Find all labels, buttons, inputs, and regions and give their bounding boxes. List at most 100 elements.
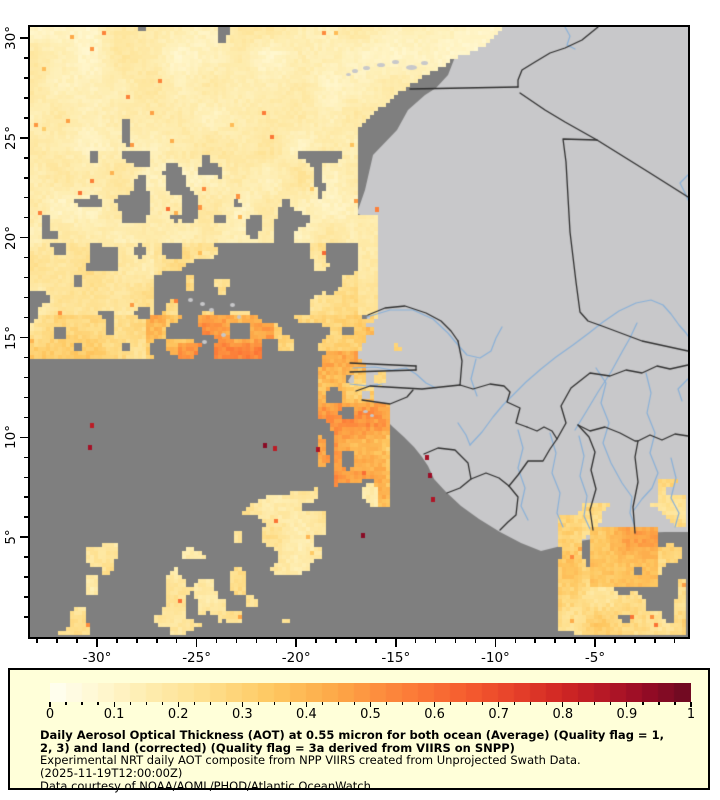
colorbar-tick xyxy=(65,702,67,705)
colorbar-tick xyxy=(369,702,372,707)
colorbar-tick xyxy=(610,702,612,705)
x-tick xyxy=(614,639,616,643)
y-tick xyxy=(24,416,28,419)
x-tick xyxy=(56,639,58,643)
y-tick xyxy=(20,37,28,39)
colorbar-tick-label: 0.8 xyxy=(552,707,574,722)
colorbar-tick xyxy=(161,702,163,705)
colorbar-tick-label: 0.7 xyxy=(488,707,510,722)
colorbar-tick xyxy=(177,702,179,707)
colorbar-tick xyxy=(289,702,291,705)
colorbar-tick xyxy=(209,702,211,705)
y-tick xyxy=(24,77,28,79)
colorbar-tick xyxy=(562,702,564,707)
x-tick xyxy=(494,639,497,647)
colorbar-tick xyxy=(594,702,596,705)
y-tick-label: 15° xyxy=(3,325,19,350)
y-tick xyxy=(24,476,28,479)
x-tick xyxy=(255,639,258,643)
x-tick xyxy=(634,639,636,643)
x-tick xyxy=(136,639,138,643)
colorbar-tick-label: 0.5 xyxy=(360,707,381,722)
colorbar-tick xyxy=(450,702,452,705)
colorbar-tick-label: 1 xyxy=(686,707,696,722)
x-tick-label: -30° xyxy=(82,650,112,666)
y-tick xyxy=(20,236,28,239)
y-tick xyxy=(24,616,28,618)
x-tick-label: -10° xyxy=(480,650,510,666)
y-tick xyxy=(24,97,28,99)
colorbar-tick xyxy=(642,702,644,705)
x-tick xyxy=(534,639,536,643)
colorbar-tick xyxy=(337,702,340,705)
y-tick xyxy=(24,316,28,319)
x-tick xyxy=(554,639,556,643)
y-tick-label: 20° xyxy=(3,225,19,250)
x-tick xyxy=(654,639,656,643)
colorbar-tick xyxy=(626,702,628,707)
colorbar-tick xyxy=(514,702,516,705)
x-tick xyxy=(335,639,337,643)
colorbar-tick-label: 0.3 xyxy=(231,707,253,722)
colorbar-tick xyxy=(257,702,259,705)
y-tick xyxy=(24,356,28,359)
aot-map-canvas xyxy=(30,27,688,637)
x-tick-label: -5° xyxy=(584,650,606,666)
x-tick xyxy=(434,639,437,643)
colorbar-tick xyxy=(401,702,404,705)
colorbar-tick xyxy=(690,702,692,707)
colorbar-tick-label: 0.4 xyxy=(296,707,317,722)
y-tick xyxy=(20,137,28,139)
colorbar-tick xyxy=(674,702,676,705)
x-tick xyxy=(156,639,158,643)
y-tick xyxy=(24,256,28,259)
x-tick xyxy=(295,639,297,647)
x-tick xyxy=(454,639,457,643)
colorbar-tick-label: 0.2 xyxy=(167,707,189,722)
x-tick xyxy=(96,639,98,647)
colorbar-tick xyxy=(193,702,195,705)
colorbar-tick xyxy=(49,702,51,707)
x-tick-label: -20° xyxy=(281,650,311,666)
y-tick xyxy=(24,556,28,558)
legend-panel: Daily Aerosol Optical Thickness (AOT) at… xyxy=(8,668,710,792)
y-tick xyxy=(24,376,28,379)
colorbar-tick xyxy=(129,702,131,705)
x-tick xyxy=(574,639,576,643)
caption-title-line2: 2, 3) and land (corrected) (Quality flag… xyxy=(40,740,515,755)
y-tick xyxy=(24,396,28,399)
y-tick xyxy=(20,436,28,439)
y-tick xyxy=(24,157,28,159)
x-tick xyxy=(235,639,238,643)
colorbar-tick xyxy=(578,702,580,705)
colorbar-tick xyxy=(482,702,484,705)
y-tick xyxy=(24,216,28,219)
x-tick xyxy=(355,639,357,643)
x-tick xyxy=(175,639,178,643)
x-tick xyxy=(36,639,38,643)
colorbar-tick xyxy=(81,702,83,705)
x-tick xyxy=(594,639,596,647)
x-tick xyxy=(275,639,278,643)
x-tick xyxy=(195,639,198,647)
colorbar-tick-label: 0.1 xyxy=(103,707,125,722)
colorbar-tick xyxy=(385,702,388,705)
x-tick xyxy=(375,639,377,643)
y-tick-label: 5° xyxy=(3,529,19,545)
x-tick xyxy=(315,639,317,643)
colorbar-tick xyxy=(530,702,532,705)
x-tick xyxy=(414,639,417,643)
colorbar-tick xyxy=(466,702,468,705)
colorbar-tick xyxy=(498,702,500,707)
x-tick xyxy=(673,639,676,643)
colorbar-tick xyxy=(225,702,227,705)
colorbar-tick xyxy=(241,702,243,707)
colorbar-tick-label: 0.6 xyxy=(424,707,445,722)
colorbar-tick xyxy=(145,702,147,705)
colorbar-tick-label: 0 xyxy=(45,707,55,722)
colorbar-tick xyxy=(321,702,323,705)
y-tick-label: 30° xyxy=(3,26,19,50)
x-tick-label: -25° xyxy=(182,650,211,666)
x-tick xyxy=(474,639,477,643)
